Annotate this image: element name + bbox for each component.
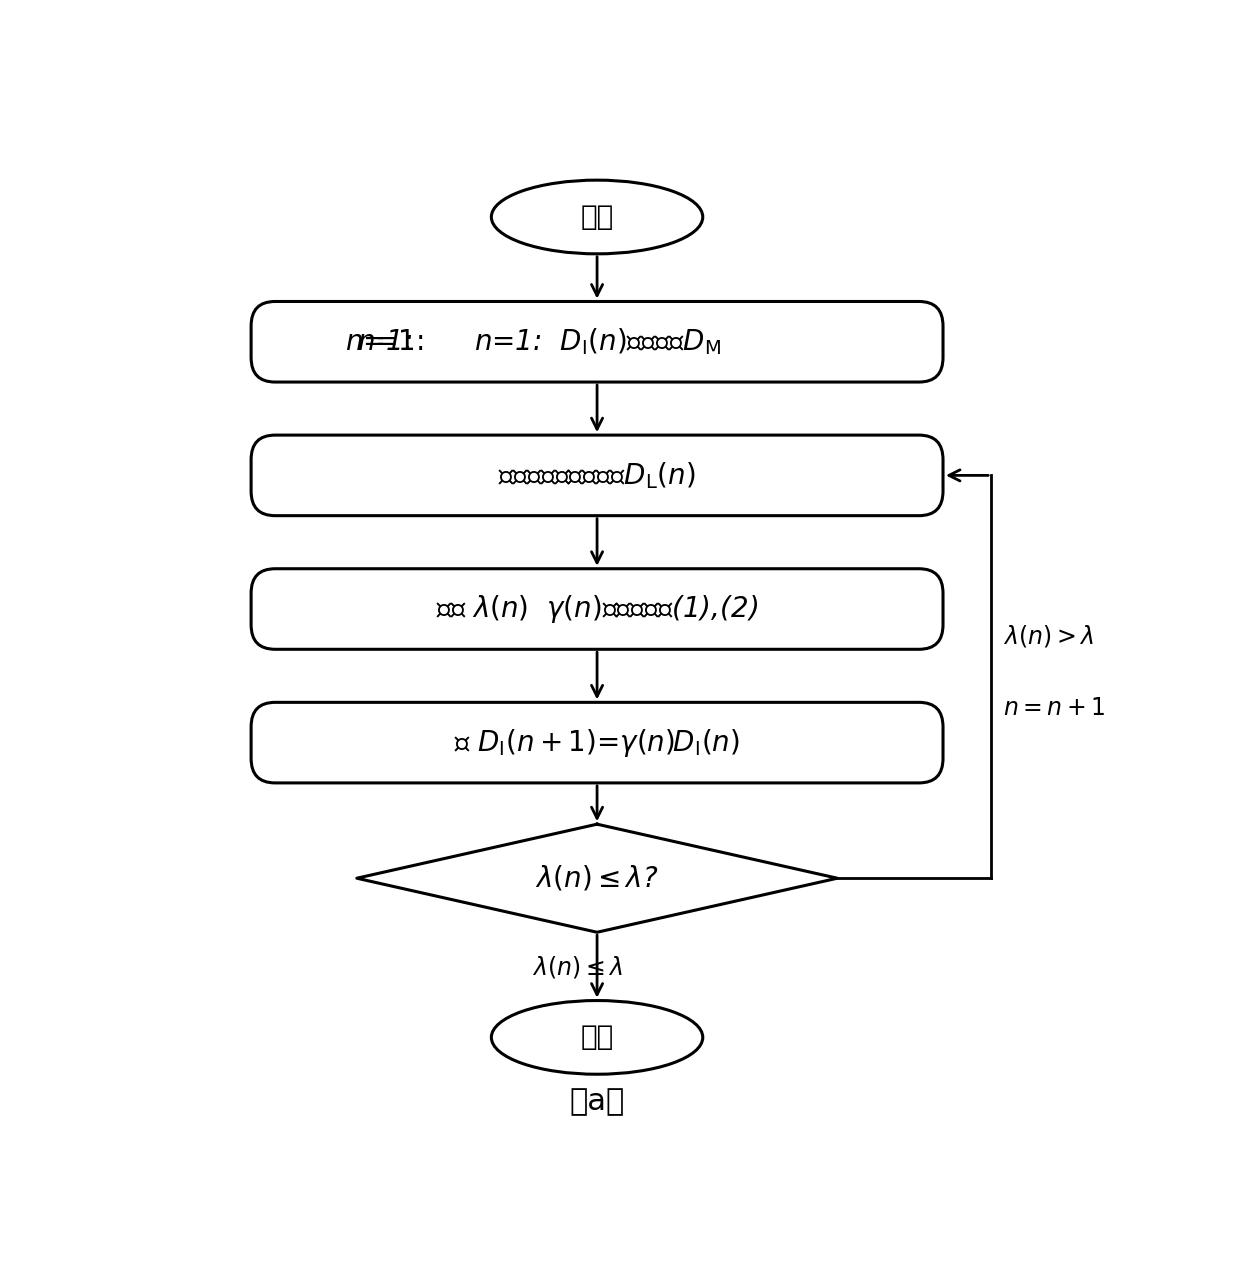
Text: $n=n+1$: $n=n+1$: [1003, 697, 1105, 720]
Text: $\lambda(n)\leq\lambda$?: $\lambda(n)\leq\lambda$?: [536, 864, 658, 893]
FancyBboxPatch shape: [250, 569, 944, 649]
FancyBboxPatch shape: [250, 435, 944, 516]
Ellipse shape: [491, 1000, 703, 1074]
Text: 整体结构加载，得到$D$$_\mathrm{L}$$(n)$: 整体结构加载，得到$D$$_\mathrm{L}$$(n)$: [498, 459, 696, 491]
Text: $\lambda(n)\leq\lambda$: $\lambda(n)\leq\lambda$: [532, 954, 624, 980]
Text: 得到 $\lambda(n)$  $\gamma(n)$，使用方程(1),(2): 得到 $\lambda(n)$ $\gamma(n)$，使用方程(1),(2): [436, 593, 758, 625]
Text: 令 $D$$_\mathrm{I}$$(n+1)$=$\gamma(n)D$$_\mathrm{I}$$(n)$: 令 $D$$_\mathrm{I}$$(n+1)$=$\gamma(n)D$$_…: [454, 726, 740, 759]
Text: 开始: 开始: [580, 203, 614, 231]
Text: $\lambda(n)>\lambda$: $\lambda(n)>\lambda$: [1003, 623, 1094, 648]
Ellipse shape: [491, 180, 703, 254]
FancyBboxPatch shape: [250, 301, 944, 382]
Polygon shape: [357, 824, 837, 933]
FancyBboxPatch shape: [250, 702, 944, 783]
Text: $n$=1:: $n$=1:: [346, 328, 424, 356]
Text: $n$=1:  $D$$_\mathrm{I}$$(n)$初始设为$D$$_\mathrm{M}$: $n$=1: $D$$_\mathrm{I}$$(n)$初始设为$D$$_\ma…: [474, 327, 720, 357]
Text: （a）: （a）: [569, 1087, 625, 1116]
Text: 结束: 结束: [580, 1023, 614, 1051]
Text: $n$=1:: $n$=1:: [357, 328, 424, 356]
